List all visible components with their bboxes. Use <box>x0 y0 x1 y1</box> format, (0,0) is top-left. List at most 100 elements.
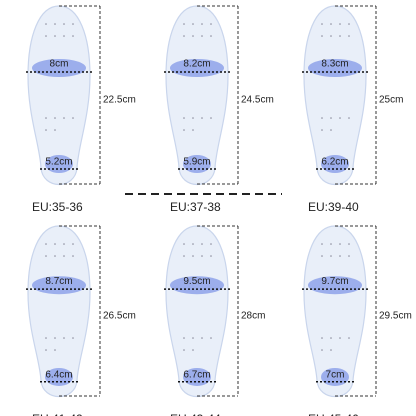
vent-hole <box>321 23 323 25</box>
vent-hole <box>330 23 332 25</box>
vent-hole <box>183 349 185 351</box>
vent-hole <box>339 35 341 37</box>
vent-hole <box>72 117 74 119</box>
vent-hole <box>339 117 341 119</box>
vent-hole <box>45 129 47 131</box>
vent-hole <box>72 23 74 25</box>
length: 22.5cm <box>103 95 136 106</box>
vent-hole <box>45 117 47 119</box>
heel-width: 5.2cm <box>45 157 72 168</box>
vent-hole <box>54 117 56 119</box>
vent-hole <box>201 337 203 339</box>
vent-hole <box>183 255 185 257</box>
vent-hole <box>210 337 212 339</box>
forefoot-width: 9.7cm <box>321 276 348 287</box>
vent-hole <box>192 255 194 257</box>
vent-hole <box>63 35 65 37</box>
vent-hole <box>192 23 194 25</box>
vent-hole <box>45 35 47 37</box>
vent-hole <box>330 129 332 131</box>
vent-hole <box>72 243 74 245</box>
vent-hole <box>63 23 65 25</box>
vent-hole <box>63 117 65 119</box>
insole-item: 8.2cm 5.9cm 24.5cm EU:37-38 <box>164 5 274 214</box>
vent-hole <box>321 243 323 245</box>
vent-hole <box>210 117 212 119</box>
vent-hole <box>54 129 56 131</box>
insole-item: 8cm 5.2cm 22.5cm EU:35-36 <box>26 5 136 214</box>
vent-hole <box>321 337 323 339</box>
vent-hole <box>201 117 203 119</box>
heel-width: 6.7cm <box>183 370 210 381</box>
vent-hole <box>183 129 185 131</box>
heel-width: 7cm <box>326 370 345 381</box>
vent-hole <box>72 255 74 257</box>
vent-hole <box>183 243 185 245</box>
vent-hole <box>192 337 194 339</box>
vent-hole <box>330 117 332 119</box>
vent-hole <box>183 35 185 37</box>
vent-hole <box>192 349 194 351</box>
length: 28cm <box>241 311 265 322</box>
vent-hole <box>210 23 212 25</box>
vent-hole <box>45 255 47 257</box>
vent-hole <box>330 35 332 37</box>
size-label: EU:39-40 <box>308 200 359 214</box>
vent-hole <box>348 117 350 119</box>
vent-hole <box>348 337 350 339</box>
vent-hole <box>45 349 47 351</box>
vent-hole <box>210 243 212 245</box>
size-label: EU:41-42 <box>32 412 83 416</box>
forefoot-pad <box>170 59 224 77</box>
vent-hole <box>330 243 332 245</box>
vent-hole <box>339 255 341 257</box>
insole-item: 8.3cm 6.2cm 25cm EU:39-40 <box>302 5 403 214</box>
vent-hole <box>63 255 65 257</box>
vent-hole <box>330 349 332 351</box>
vent-hole <box>183 117 185 119</box>
length: 25cm <box>379 95 403 106</box>
vent-hole <box>54 23 56 25</box>
heel-width: 5.9cm <box>183 157 210 168</box>
length: 26.5cm <box>103 311 136 322</box>
size-label: EU:35-36 <box>32 200 83 214</box>
vent-hole <box>348 35 350 37</box>
vent-hole <box>339 337 341 339</box>
size-label: EU:43-44 <box>170 412 221 416</box>
vent-hole <box>54 349 56 351</box>
vent-hole <box>45 23 47 25</box>
vent-hole <box>201 35 203 37</box>
vent-hole <box>210 255 212 257</box>
vent-hole <box>201 23 203 25</box>
vent-hole <box>348 255 350 257</box>
forefoot-width: 8.3cm <box>321 59 348 70</box>
forefoot-pad <box>32 276 86 295</box>
forefoot-width: 8.2cm <box>183 59 210 70</box>
forefoot-width: 9.5cm <box>183 276 210 287</box>
forefoot-pad <box>308 276 362 295</box>
vent-hole <box>54 337 56 339</box>
heel-width: 6.2cm <box>321 157 348 168</box>
vent-hole <box>210 35 212 37</box>
vent-hole <box>321 255 323 257</box>
vent-hole <box>321 35 323 37</box>
insole-item: 8.7cm 6.4cm 26.5cm EU:41-42 <box>26 225 136 416</box>
vent-hole <box>339 23 341 25</box>
vent-hole <box>348 243 350 245</box>
vent-hole <box>192 243 194 245</box>
vent-hole <box>54 35 56 37</box>
vent-hole <box>192 129 194 131</box>
vent-hole <box>192 117 194 119</box>
vent-hole <box>72 337 74 339</box>
size-label: EU:37-38 <box>170 200 221 214</box>
insole-item: 9.7cm 7cm 29.5cm EU:45-46 <box>302 225 412 416</box>
vent-hole <box>63 243 65 245</box>
vent-hole <box>330 255 332 257</box>
vent-hole <box>348 23 350 25</box>
vent-hole <box>201 255 203 257</box>
heel-width: 6.4cm <box>45 370 72 381</box>
vent-hole <box>183 23 185 25</box>
vent-hole <box>321 117 323 119</box>
size-label: EU:45-46 <box>308 412 359 416</box>
